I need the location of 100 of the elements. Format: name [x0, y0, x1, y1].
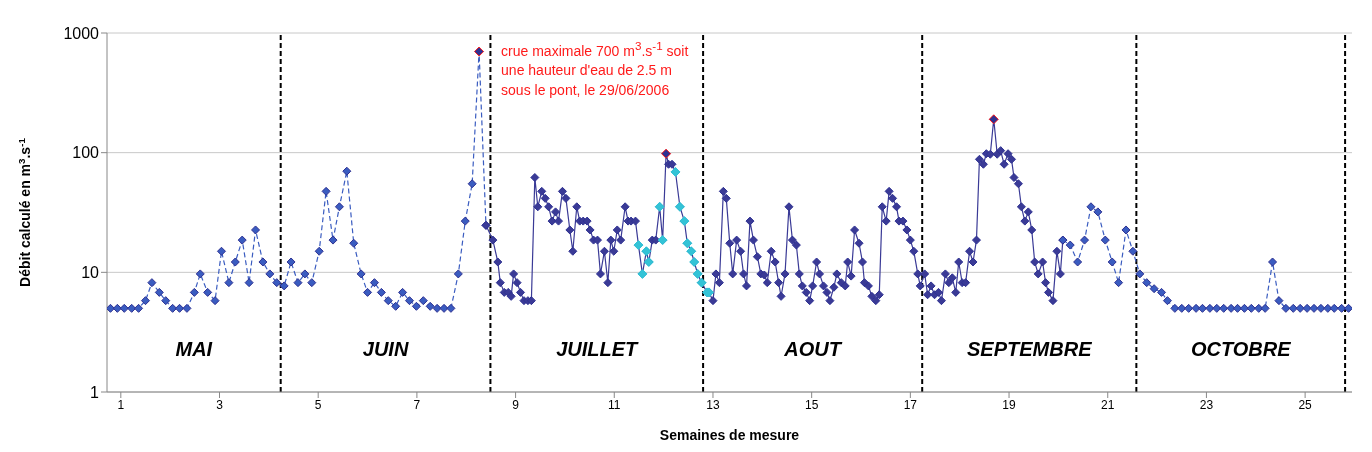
- point: [334, 202, 344, 212]
- annotation: crue maximale 700 m$^{3}$.s$^{-1}$ soit une hauteur d'eau de 2.5 m sous le pont, le 29/06/2006: [501, 37, 690, 101]
- point: [1309, 303, 1319, 313]
- point: [216, 246, 226, 256]
- point: [107, 303, 115, 313]
- point: [1260, 303, 1270, 313]
- x-axis-title: Semaines de mesure: [659, 427, 800, 443]
- point: [258, 257, 268, 267]
- point: [1295, 303, 1305, 313]
- point: [369, 278, 379, 288]
- x-tick-label: 7: [413, 397, 421, 412]
- annotation: SEPTEMBRE: [967, 337, 1092, 361]
- point: [418, 296, 428, 306]
- point: [1128, 246, 1138, 256]
- point: [1114, 278, 1124, 288]
- point: [342, 166, 352, 176]
- point: [1268, 257, 1278, 267]
- point: [1246, 303, 1256, 313]
- point: [1080, 235, 1090, 245]
- point: [376, 287, 386, 297]
- point: [182, 303, 192, 313]
- point: [398, 287, 408, 297]
- point: [404, 296, 414, 306]
- point: [1142, 278, 1152, 288]
- point: [1093, 207, 1103, 217]
- point: [224, 278, 234, 288]
- point: [1288, 303, 1298, 313]
- point: [168, 303, 178, 313]
- point: [265, 269, 275, 279]
- point: [203, 287, 213, 297]
- point: [1073, 257, 1083, 267]
- x-tick-label: 15: [804, 397, 819, 412]
- x-tick-label: 11: [608, 397, 621, 412]
- point: [1157, 287, 1167, 297]
- x-tick-label: 5: [314, 397, 322, 412]
- x-tick-label: 21: [1101, 397, 1115, 412]
- point: [244, 278, 254, 288]
- x-tick-label: 23: [1199, 397, 1214, 412]
- point: [391, 301, 401, 311]
- point: [1205, 303, 1215, 313]
- point: [1329, 303, 1339, 313]
- point: [314, 246, 324, 256]
- point: [1170, 303, 1180, 313]
- annotation: JUILLET: [556, 337, 638, 361]
- point: [1344, 303, 1352, 313]
- point: [356, 269, 366, 279]
- point: [1065, 240, 1075, 250]
- point: [161, 296, 171, 306]
- y-tick-label: 1000: [63, 24, 100, 42]
- point: [467, 179, 477, 189]
- point: [1100, 235, 1110, 245]
- point: [147, 278, 157, 288]
- point: [1226, 303, 1236, 313]
- point: [210, 296, 220, 306]
- point: [1219, 303, 1229, 313]
- point: [1135, 269, 1145, 279]
- point: [279, 281, 289, 291]
- point: [1191, 303, 1201, 313]
- annotation: JUIN: [362, 337, 409, 361]
- point: [154, 287, 164, 297]
- point: [195, 269, 205, 279]
- point: [446, 303, 456, 313]
- point: [1274, 296, 1284, 306]
- point: [286, 257, 296, 267]
- point: [460, 216, 470, 226]
- point: [432, 303, 442, 313]
- y-tick-label: 1: [90, 383, 100, 401]
- point: [363, 287, 373, 297]
- point: [411, 301, 421, 311]
- point: [1302, 303, 1312, 313]
- x-tick-label: 13: [706, 397, 720, 412]
- point: [383, 296, 393, 306]
- point: [189, 287, 199, 297]
- point: [1239, 303, 1249, 313]
- x-tick-label: 17: [903, 397, 918, 412]
- point: [1316, 303, 1326, 313]
- y-tick-label: 100: [72, 144, 100, 162]
- point: [1197, 303, 1207, 313]
- point: [300, 269, 310, 279]
- x-tick-label: 25: [1298, 397, 1313, 412]
- annotation: AOUT: [784, 337, 841, 361]
- point: [251, 225, 261, 235]
- point: [1212, 303, 1222, 313]
- point: [119, 303, 129, 313]
- point: [272, 278, 282, 288]
- point: [321, 186, 331, 196]
- point: [439, 303, 449, 313]
- point: [1149, 284, 1159, 294]
- point: [112, 303, 122, 313]
- point: [1184, 303, 1194, 313]
- point: [1107, 257, 1117, 267]
- point: [140, 296, 150, 306]
- point: [1121, 225, 1131, 235]
- annotation: MAI: [175, 337, 213, 361]
- point: [328, 235, 338, 245]
- point: [349, 238, 359, 248]
- point: [293, 278, 303, 288]
- point: [453, 269, 463, 279]
- point: [237, 235, 247, 245]
- point: [1162, 296, 1172, 306]
